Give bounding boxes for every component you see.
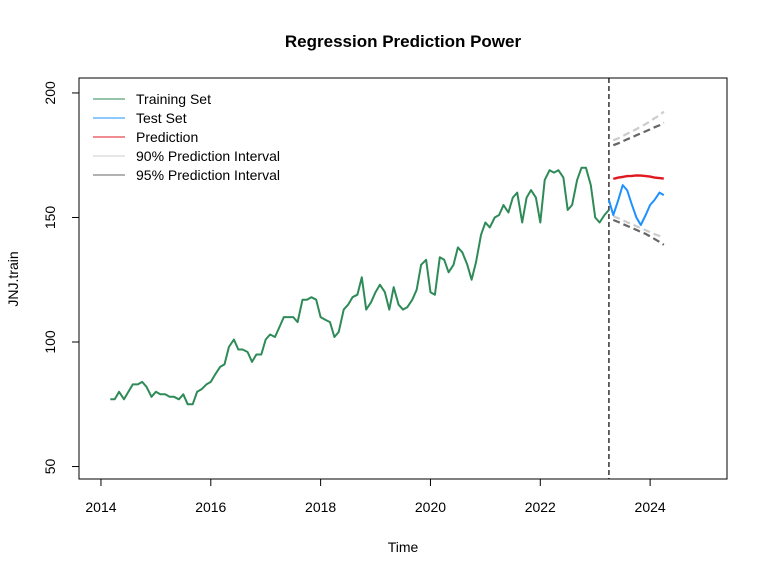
training-set-line xyxy=(110,166,610,406)
y-tick-label: 150 xyxy=(42,206,58,230)
pi90-lower-line xyxy=(612,215,665,239)
x-tick-label: 2018 xyxy=(305,499,336,515)
pi95-lower-line xyxy=(612,218,665,246)
legend-label: 95% Prediction Interval xyxy=(136,167,280,183)
x-tick-label: 2024 xyxy=(635,499,666,515)
legend-label: 90% Prediction Interval xyxy=(136,148,280,164)
y-tick-label: 200 xyxy=(42,81,58,105)
y-tick-label: 50 xyxy=(42,459,58,475)
legend-label: Test Set xyxy=(136,110,187,126)
legend-label: Training Set xyxy=(136,91,211,107)
x-tick-label: 2014 xyxy=(85,499,116,515)
y-axis: 50 100 150 200 xyxy=(42,81,80,475)
x-tick-label: 2022 xyxy=(525,499,556,515)
y-tick-label: 100 xyxy=(42,330,58,354)
x-axis: 2014 2016 2018 2020 2022 2024 xyxy=(85,478,666,515)
chart-title: Regression Prediction Power xyxy=(285,32,522,51)
prediction-line xyxy=(612,174,664,181)
legend-label: Prediction xyxy=(136,129,198,145)
data-layer xyxy=(110,78,665,479)
pi90-upper-line xyxy=(612,110,665,142)
x-axis-label: Time xyxy=(388,539,419,555)
x-tick-label: 2020 xyxy=(415,499,446,515)
x-tick-label: 2016 xyxy=(195,499,226,515)
y-axis-label: JNJ.train xyxy=(5,251,21,306)
test-set-line xyxy=(607,184,665,226)
legend: Training Set Test Set Prediction 90% Predic… xyxy=(93,91,280,183)
pi95-upper-line xyxy=(612,121,665,147)
